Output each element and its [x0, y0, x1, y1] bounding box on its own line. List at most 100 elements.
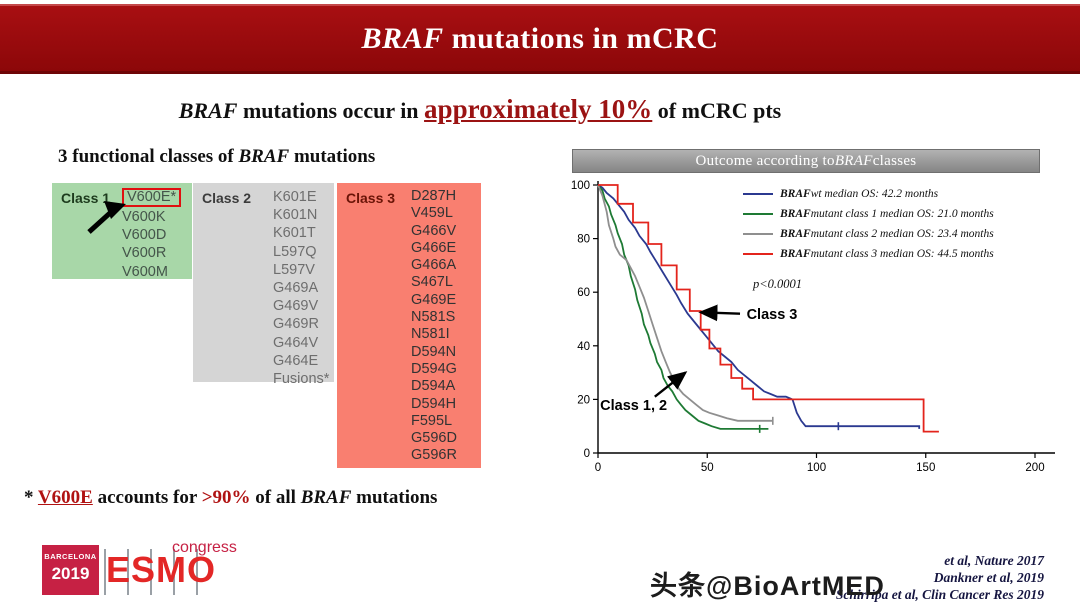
subtitle-highlight: approximately 10% [424, 94, 653, 124]
km-curve-wt [597, 184, 921, 429]
mutation-item: V600M [122, 263, 168, 280]
barcelona-2019-logo: BARCELONA 2019 [42, 545, 99, 595]
mutation-item: G466V [411, 222, 457, 239]
chart-legend: BRAFwt median OS: 42.2 months BRAFmutant … [743, 188, 994, 268]
classes-heading-gene: BRAF [238, 146, 290, 167]
mutation-item: D287H [411, 188, 457, 204]
chart-title-pre: Outcome according to [695, 152, 835, 169]
footnote-end: mutations [351, 487, 438, 508]
p-value: p<0.0001 [753, 277, 803, 291]
legend-color-line [743, 212, 773, 216]
legend-label: BRAFmutant class 3 median OS: 44.5 month… [780, 248, 994, 260]
y-tick-label: 40 [577, 341, 590, 353]
legend-label: BRAFmutant class 2 median OS: 23.4 month… [780, 228, 994, 240]
legend-color-line [743, 192, 773, 196]
mutation-item: G596R [411, 447, 457, 464]
mutation-item: G469A [273, 280, 319, 297]
footnote: * V600E accounts for >90% of all BRAF mu… [24, 487, 437, 509]
annotation-label: Class 1, 2 [600, 398, 667, 414]
v600e-pointer-arrow-icon [87, 201, 126, 234]
subtitle-pre: mutations occur in [237, 98, 425, 123]
x-tick-label: 0 [595, 462, 601, 474]
chart-title-bar: Outcome according to BRAF classes [572, 149, 1040, 173]
mutation-item: L597Q [273, 243, 317, 260]
subtitle: BRAF mutations occur in approximately 10… [0, 94, 960, 125]
footnote-star: * [24, 487, 38, 508]
esmo-logo-bars [104, 549, 200, 595]
y-tick-label: 80 [577, 234, 590, 246]
mutation-item: G466A [411, 257, 457, 274]
mutation-item: V459L [411, 205, 453, 222]
legend-entry: BRAFwt median OS: 42.2 months [743, 188, 994, 200]
km-plot-canvas: 0 20 40 60 80 100 0 50 100 150 200 Class 3 Class 1, … [571, 180, 1055, 474]
subtitle-gene: BRAF [178, 98, 238, 123]
y-tick-label: 0 [584, 448, 590, 460]
mutation-item: D594H [411, 395, 457, 412]
x-tick-label: 200 [1025, 462, 1044, 474]
classes-heading-pre: 3 functional classes of [58, 146, 239, 167]
mutation-item: G464E [273, 352, 319, 369]
mutation-item: D594N [411, 343, 457, 360]
legend-color-line [743, 252, 773, 256]
legend-entry: BRAFmutant class 3 median OS: 44.5 month… [743, 248, 994, 260]
footnote-gene: V600E [37, 487, 93, 508]
class2-label: Class 2 [202, 190, 252, 206]
footnote-mid2: of all [250, 487, 301, 508]
km-curve-class1 [597, 184, 769, 430]
mutation-item: G469R [273, 316, 319, 333]
title-rest: mutations in mCRC [443, 21, 719, 55]
mutation-item: G596D [411, 430, 457, 447]
class1-mutation-list: V600E* V600K V600D V600R V600M [122, 188, 182, 281]
mutation-item: G466E [411, 239, 457, 256]
classes-heading-post: mutations [289, 146, 376, 167]
mutation-item: V600D [122, 227, 167, 244]
citation-line: et al, Nature 2017 [944, 553, 1044, 568]
mutation-item: G469E [411, 291, 457, 308]
kaplan-meier-chart: 0 20 40 60 80 100 0 50 100 150 200 Class 3 Class 1, … [565, 176, 1065, 478]
class2-box: Class 2 K601E K601N K601T L597Q L597V G469A G4… [193, 183, 334, 387]
mutation-item: V600R [122, 245, 167, 262]
class1-box: Class 1 V600E* V600K V600D V600R V600M [52, 183, 192, 281]
legend-label: BRAFwt median OS: 42.2 months [780, 188, 939, 200]
x-tick-label: 100 [807, 462, 826, 474]
mutation-item: N581I [411, 326, 450, 343]
subtitle-post: of mCRC pts [652, 98, 782, 123]
legend-entry: BRAFmutant class 2 median OS: 23.4 month… [743, 228, 994, 240]
page-title: BRAF mutations in mCRC [362, 22, 719, 56]
legend-entry: BRAFmutant class 1 median OS: 21.0 month… [743, 208, 994, 220]
annotation-arrow [698, 304, 741, 322]
class3-mutation-list: D287H V459L G466V G466E G466A S467L G469E N581S… [411, 188, 457, 465]
esmo-wordmark: ESMO [106, 549, 217, 590]
y-tick-label: 60 [577, 287, 590, 299]
mutation-item: G464V [273, 334, 319, 351]
mutation-item: V600K [122, 209, 166, 225]
x-tick-label: 50 [701, 462, 714, 474]
watermark: 头条@BioArtMED [650, 571, 885, 601]
mutation-item: N581S [411, 309, 456, 326]
y-tick-label: 100 [571, 180, 590, 192]
mutation-item: G469V [273, 298, 319, 315]
barcelona-label: BARCELONA [44, 552, 97, 561]
class1-label: Class 1 [61, 190, 111, 206]
mutation-item: F595L [411, 412, 453, 429]
mutation-item: D594A [411, 378, 456, 395]
mutation-item: S467L [411, 274, 453, 291]
mutation-item: D594G [411, 360, 457, 377]
mutation-item: K601N [273, 207, 318, 224]
congress-label: congress [172, 539, 237, 556]
classes-heading: 3 functional classes of BRAF mutations [58, 146, 375, 168]
class2-mutation-list: K601E K601N K601T L597Q L597V G469A G469V G469R… [273, 188, 329, 388]
chart-title-gene: BRAF [834, 152, 873, 169]
title-gene: BRAF [361, 21, 444, 55]
chart-title-post: classes [872, 152, 917, 169]
mutation-item: V600E* [122, 188, 182, 207]
class3-box: Class 3 D287H V459L G466V G466E G466A S467L G4… [337, 183, 481, 468]
annotation-label: Class 3 [747, 307, 798, 323]
km-curve-class2 [597, 184, 773, 422]
citations: et al, Nature 2017 Dankner et al, 2019 Sch… [836, 552, 1044, 603]
barcelona-year: 2019 [51, 564, 90, 583]
annotation-arrow [654, 371, 688, 398]
mutation-item: L597V [273, 261, 315, 278]
citation-line: Schirripa et al, Clin Cancer Res 2019 [835, 587, 1044, 602]
